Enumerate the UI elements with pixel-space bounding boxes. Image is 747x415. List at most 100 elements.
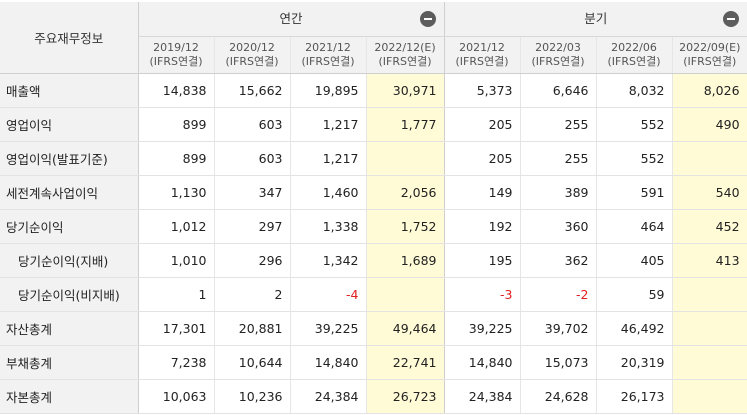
table-row: 세전계속사업이익 1,130 347 1,460 2,056 149 389 591 540 (0, 175, 747, 210)
table-cell: 1,130 (138, 175, 215, 210)
period-year: 2022/03 (535, 41, 581, 54)
table-cell: 15,662 (214, 73, 291, 108)
table-cell: 20,881 (214, 311, 291, 346)
table-cell: 552 (596, 141, 673, 176)
period-year: 2021/12 (459, 41, 505, 54)
period-basis: (IFRS연결) (225, 55, 279, 68)
table-cell: 7,238 (138, 345, 215, 380)
period-header: 2019/12 (IFRS연결) (138, 36, 215, 74)
table-cell: 14,840 (290, 345, 367, 380)
table-cell: 10,063 (138, 379, 215, 414)
table-cell: 1,460 (290, 175, 367, 210)
table-cell: 1,217 (290, 141, 367, 176)
table-cell: 30,971 (366, 73, 445, 108)
table-cell: 540 (672, 175, 747, 210)
table-cell: 1,752 (366, 209, 445, 244)
table-cell: 899 (138, 107, 215, 142)
table-cell: 490 (672, 107, 747, 142)
table-row: 부채총계 7,238 10,644 14,840 22,741 14,840 15,073 2… (0, 345, 747, 380)
table-cell: 10,644 (214, 345, 291, 380)
table-cell (672, 379, 747, 414)
row-label: 당기순이익(비지배) (0, 277, 139, 312)
period-basis: (IFRS연결) (378, 55, 432, 68)
table-cell: 1,012 (138, 209, 215, 244)
table-cell: 347 (214, 175, 291, 210)
table-cell: 255 (520, 141, 597, 176)
quarterly-collapse-icon[interactable] (723, 11, 740, 27)
row-label: 세전계속사업이익 (0, 175, 139, 210)
table-cell: 20,319 (596, 345, 673, 380)
table-cell: 360 (520, 209, 597, 244)
period-year: 2019/12 (153, 41, 199, 54)
table-cell: 39,225 (444, 311, 521, 346)
table-cell: -4 (290, 277, 367, 312)
table-cell: 26,173 (596, 379, 673, 414)
table-cell: 389 (520, 175, 597, 210)
table-cell: 195 (444, 243, 521, 278)
period-header: 2022/12(E) (IFRS연결) (366, 36, 445, 74)
table-cell: 1,689 (366, 243, 445, 278)
row-label: 자산총계 (0, 311, 139, 346)
annual-collapse-icon[interactable] (419, 11, 436, 27)
table-cell: 14,838 (138, 73, 215, 108)
table-cell: 591 (596, 175, 673, 210)
period-header: 2020/12 (IFRS연결) (214, 36, 291, 74)
row-label: 매출액 (0, 73, 139, 108)
table-cell: 1,338 (290, 209, 367, 244)
period-basis: (IFRS연결) (531, 55, 585, 68)
table-cell: 205 (444, 141, 521, 176)
period-basis: (IFRS연결) (683, 55, 737, 68)
table-row: 영업이익(발표기준) 899 603 1,217 205 255 552 (0, 141, 747, 176)
table-cell: 149 (444, 175, 521, 210)
table-cell: 26,723 (366, 379, 445, 414)
period-year: 2021/12 (305, 41, 351, 54)
quarterly-label: 분기 (584, 11, 608, 26)
table-cell: 552 (596, 107, 673, 142)
table-cell (366, 141, 445, 176)
table-cell: 603 (214, 107, 291, 142)
table-cell: 2 (214, 277, 291, 312)
table-cell: 46,492 (596, 311, 673, 346)
table-cell: 24,628 (520, 379, 597, 414)
period-header: 2022/09(E) (IFRS연결) (672, 36, 747, 74)
table-cell (672, 345, 747, 380)
table-cell: 362 (520, 243, 597, 278)
period-header-row: 2019/12 (IFRS연결) 2020/12 (IFRS연결) 2021/12 (IF… (0, 36, 747, 74)
table-cell: 255 (520, 107, 597, 142)
table-cell (672, 277, 747, 312)
table-cell: 2,056 (366, 175, 445, 210)
table-cell: 39,702 (520, 311, 597, 346)
table-cell: 296 (214, 243, 291, 278)
table-cell: 1,010 (138, 243, 215, 278)
table-row: 자본총계 10,063 10,236 24,384 26,723 24,384 24,628… (0, 379, 747, 414)
table-row: 당기순이익(지배) 1,010 296 1,342 1,689 195 362 405 413 (0, 243, 747, 278)
table-cell: 59 (596, 277, 673, 312)
table-cell: 39,225 (290, 311, 367, 346)
period-header: 2022/06 (IFRS연결) (596, 36, 673, 74)
table-body: 매출액 14,838 15,662 19,895 30,971 5,373 6,646 8,0… (0, 73, 747, 414)
corner-label: 주요재무정보 (0, 2, 139, 74)
period-header: 2022/03 (IFRS연결) (520, 36, 597, 74)
table-cell: 405 (596, 243, 673, 278)
period-year: 2022/06 (611, 41, 657, 54)
table-cell: 49,464 (366, 311, 445, 346)
table-row: 당기순이익 1,012 297 1,338 1,752 192 360 464 452 (0, 209, 747, 244)
row-label: 부채총계 (0, 345, 139, 380)
table-cell: 24,384 (444, 379, 521, 414)
period-year: 2022/09(E) (679, 41, 741, 54)
table-cell: 6,646 (520, 73, 597, 108)
table-cell: 1,342 (290, 243, 367, 278)
period-basis: (IFRS연결) (149, 55, 203, 68)
row-label: 영업이익 (0, 107, 139, 142)
period-basis: (IFRS연결) (301, 55, 355, 68)
annual-label: 연간 (279, 11, 303, 26)
table-cell: 1 (138, 277, 215, 312)
table-cell: 205 (444, 107, 521, 142)
table-cell: 15,073 (520, 345, 597, 380)
table-cell: 603 (214, 141, 291, 176)
table-cell: -3 (444, 277, 521, 312)
quarterly-group-header: 분기 (444, 2, 747, 37)
row-label: 자본총계 (0, 379, 139, 414)
